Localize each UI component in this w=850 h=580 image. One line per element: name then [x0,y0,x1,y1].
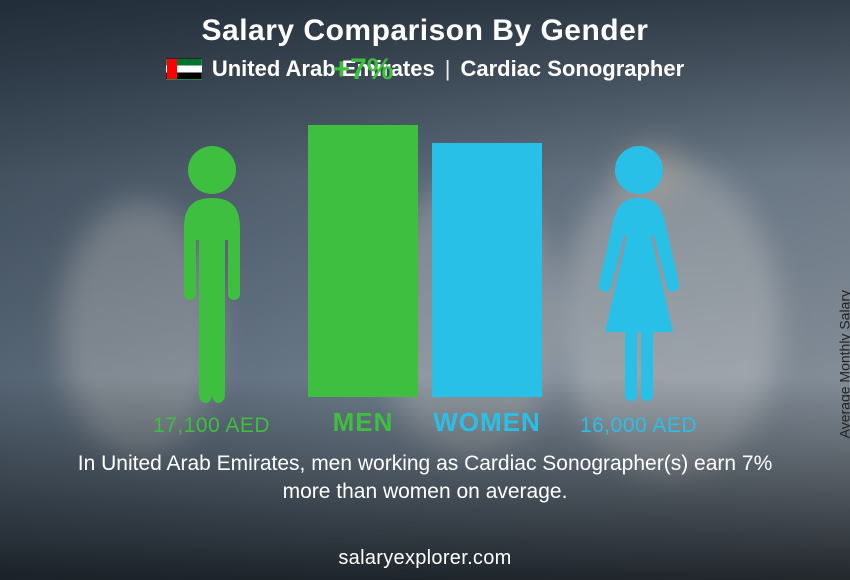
job-title: Cardiac Sonographer [460,56,684,82]
description-text: In United Arab Emirates, men working as … [75,450,775,507]
men-label: MEN [333,407,394,438]
percentage-diff: +7% [333,53,394,87]
comparison-chart: 17,100 AED +7% MEN WOMEN 16,000 AED [45,88,805,438]
source-label: salaryexplorer.com [0,547,850,570]
y-axis-label: Average Monthly Salary [836,290,850,438]
female-icon [589,144,689,404]
women-figure-block: 16,000 AED [556,144,721,438]
women-bar-block: WOMEN [432,143,542,438]
country-name: United Arab Emirates [212,56,435,82]
page-title: Salary Comparison By Gender [202,14,649,48]
subtitle-row: United Arab Emirates | Cardiac Sonograph… [166,56,684,82]
women-label: WOMEN [433,407,541,438]
separator: | [445,56,451,82]
women-salary: 16,000 AED [580,414,697,438]
women-bar [432,143,542,397]
men-salary: 17,100 AED [153,414,270,438]
uae-flag-icon [166,58,202,80]
men-bar [308,125,418,397]
infographic-container: Salary Comparison By Gender United Arab … [0,0,850,580]
male-icon [162,144,262,404]
men-figure-block: 17,100 AED [129,144,294,438]
men-bar-block: +7% MEN [308,89,418,438]
